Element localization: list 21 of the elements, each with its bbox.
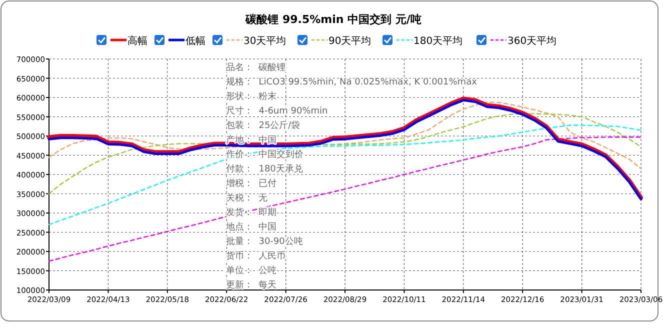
- annotation: 付款： 180天承兑: [226, 164, 303, 174]
- annotation: 包装： 25公斤/袋: [226, 120, 300, 131]
- legend-label: 90天平均: [328, 35, 372, 47]
- annotation: 更新： 每天: [226, 280, 277, 290]
- annotation: 增税： 已付: [225, 178, 277, 189]
- annotation: 规格： LiCO3 99.5%min, Na 0.025%max, K 0.001%max: [226, 76, 478, 88]
- annotation: 品名： 碳酸锂: [226, 62, 286, 73]
- annotation: 尺寸： 4-6um 90%min: [226, 106, 328, 116]
- chart-title: 碳酸锂 99.5%min 中国交到 元/吨: [244, 13, 422, 26]
- legend-label: 30天平均: [244, 35, 286, 47]
- annotation: 形状： 粉末: [226, 91, 277, 102]
- legend-label: 180天平均: [414, 35, 463, 47]
- legend-label: 低幅: [186, 35, 206, 47]
- annotation: 地点： 中国: [225, 222, 277, 232]
- legend-label: 高幅: [128, 35, 148, 47]
- annotation: 单位： 公吨: [226, 265, 277, 276]
- line-series: [48, 136, 642, 262]
- annotation: 批量： 30-90公吨: [226, 236, 303, 247]
- legend-label: 360天平均: [508, 35, 557, 47]
- annotation: 关税： 无: [226, 192, 268, 204]
- annotation: 货币： 人民币: [226, 250, 286, 262]
